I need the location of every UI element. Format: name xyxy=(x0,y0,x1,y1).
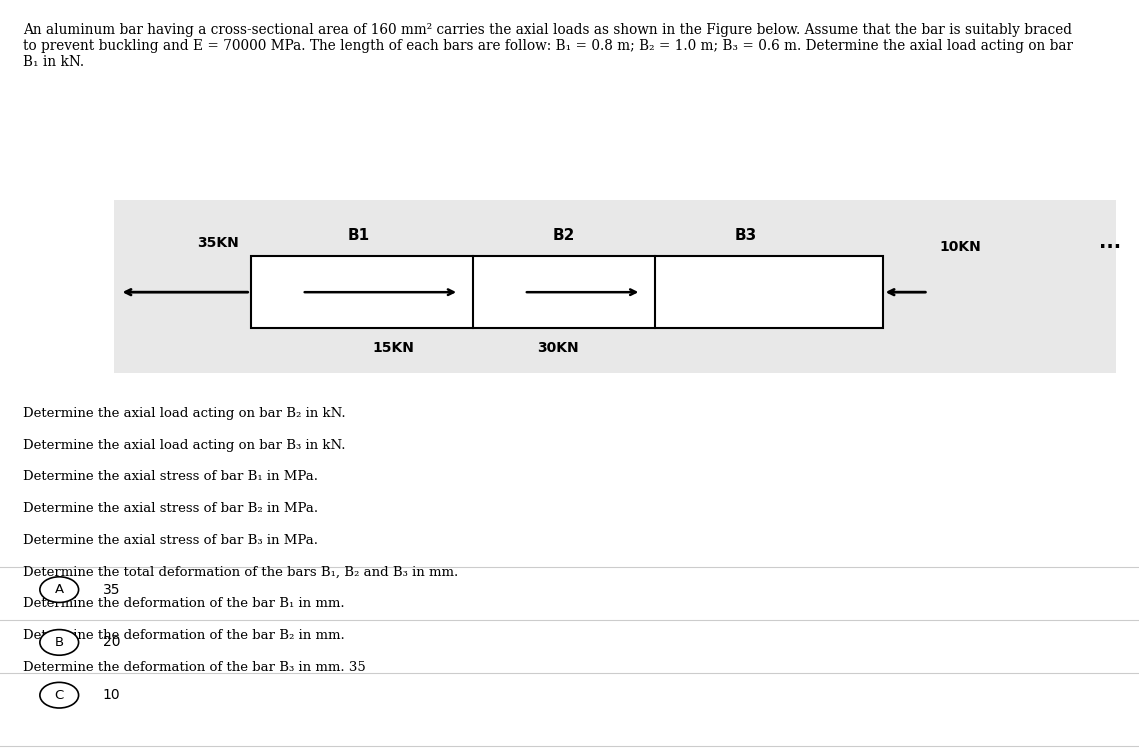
Text: ...: ... xyxy=(1099,233,1122,253)
Text: Determine the axial load acting on bar B₂ in kN.: Determine the axial load acting on bar B… xyxy=(23,407,345,420)
Text: 15KN: 15KN xyxy=(372,341,413,355)
Bar xyxy=(114,200,1116,373)
Text: Determine the deformation of the bar B₁ in mm.: Determine the deformation of the bar B₁ … xyxy=(23,597,344,610)
Text: B3: B3 xyxy=(735,228,757,243)
Text: A: A xyxy=(55,583,64,596)
Text: Determine the axial stress of bar B₃ in MPa.: Determine the axial stress of bar B₃ in … xyxy=(23,534,318,547)
Text: Determine the deformation of the bar B₂ in mm.: Determine the deformation of the bar B₂ … xyxy=(23,629,344,642)
Text: Determine the axial load acting on bar B₃ in kN.: Determine the axial load acting on bar B… xyxy=(23,439,345,452)
Text: 30KN: 30KN xyxy=(538,341,579,355)
Text: 20: 20 xyxy=(103,636,120,649)
Circle shape xyxy=(40,682,79,708)
Text: B: B xyxy=(55,636,64,649)
Text: 35: 35 xyxy=(103,583,120,596)
Text: 10KN: 10KN xyxy=(940,241,982,254)
Text: Determine the axial stress of bar B₁ in MPa.: Determine the axial stress of bar B₁ in … xyxy=(23,470,318,483)
Circle shape xyxy=(40,577,79,602)
Text: 35KN: 35KN xyxy=(197,236,239,250)
Circle shape xyxy=(40,630,79,655)
Text: 10: 10 xyxy=(103,688,120,702)
Text: Determine the total deformation of the bars B₁, B₂ and B₃ in mm.: Determine the total deformation of the b… xyxy=(23,566,458,578)
Text: Determine the deformation of the bar B₃ in mm. 35: Determine the deformation of the bar B₃ … xyxy=(23,661,366,673)
Text: Determine the axial stress of bar B₂ in MPa.: Determine the axial stress of bar B₂ in … xyxy=(23,502,318,515)
Text: An aluminum bar having a cross-sectional area of 160 mm² carries the axial loads: An aluminum bar having a cross-sectional… xyxy=(23,23,1073,69)
Text: B2: B2 xyxy=(552,228,575,243)
Bar xyxy=(251,256,883,328)
Text: C: C xyxy=(55,688,64,702)
Text: B1: B1 xyxy=(347,228,370,243)
